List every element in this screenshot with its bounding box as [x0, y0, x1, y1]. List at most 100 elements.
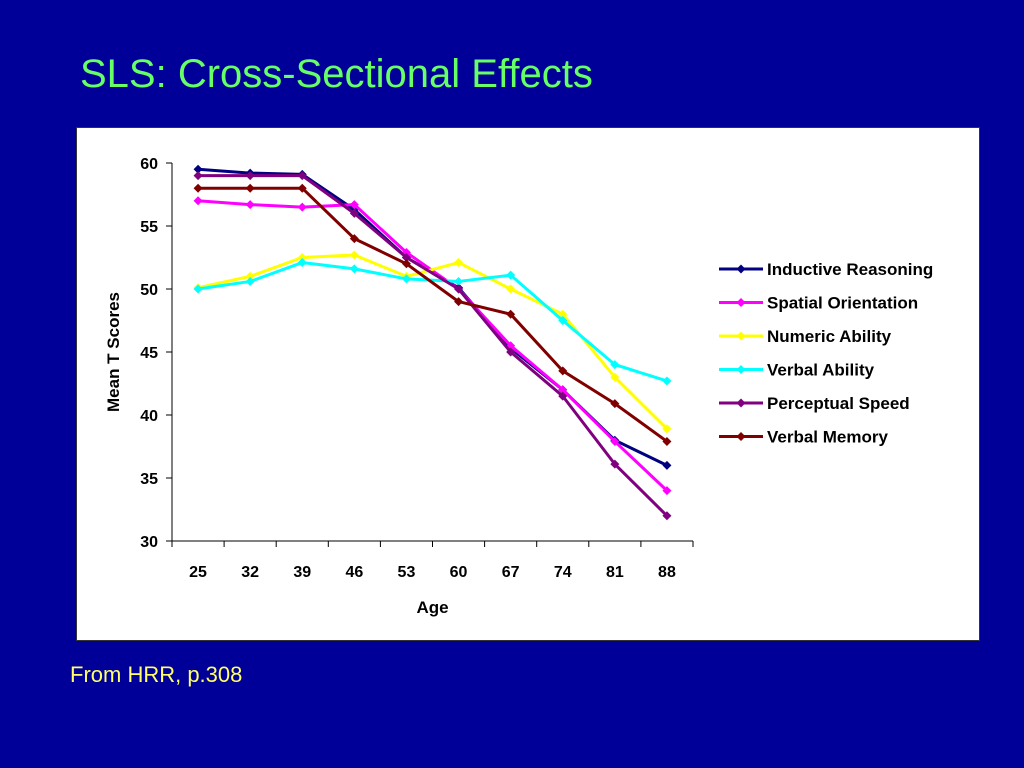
data-point [610, 436, 620, 446]
data-point [297, 258, 307, 268]
legend-marker [736, 432, 746, 441]
x-tick-label: 53 [398, 564, 416, 581]
x-tick-label: 25 [189, 564, 207, 581]
y-axis-label: Mean T Scores [104, 292, 123, 412]
legend-item: Verbal Memory [719, 428, 888, 447]
data-point [349, 250, 359, 260]
data-point [297, 202, 307, 212]
data-point [245, 183, 255, 193]
legend-label: Spatial Orientation [767, 294, 918, 313]
x-tick-label: 81 [606, 564, 624, 581]
data-point [610, 360, 620, 370]
legend-label: Perceptual Speed [767, 394, 910, 413]
y-tick-label: 55 [140, 219, 158, 236]
data-point [401, 259, 411, 269]
legend-label: Verbal Memory [767, 428, 888, 447]
x-tick-label: 74 [554, 564, 572, 581]
data-point [662, 376, 672, 386]
chart-panel: 30 35 40 45 50 55 60 25 32 39 46 53 60 67 74 81 88 Mean… [76, 127, 980, 641]
data-point [193, 171, 203, 181]
data-point [558, 309, 568, 319]
data-point [454, 258, 464, 268]
data-point [297, 183, 307, 193]
series-verbal-ability [193, 258, 672, 386]
series-line [198, 174, 669, 517]
data-point [506, 341, 516, 351]
legend-item: Verbal Ability [719, 361, 875, 380]
x-tick-label: 88 [658, 564, 676, 581]
series-line [197, 253, 669, 430]
legend-item: Perceptual Speed [719, 394, 910, 413]
chart-axes [171, 163, 693, 542]
series-spatial-orientation [193, 196, 672, 496]
data-point [454, 276, 464, 286]
series-inductive-reasoning [193, 164, 672, 470]
slide-title: SLS: Cross-Sectional Effects [80, 52, 593, 96]
data-point [193, 164, 203, 174]
series-numeric-ability [193, 250, 672, 434]
data-point [401, 253, 411, 262]
series-verbal-memory [193, 183, 672, 446]
data-point [506, 284, 516, 294]
legend-label: Inductive Reasoning [767, 260, 933, 279]
data-point [193, 284, 203, 294]
data-point [506, 270, 516, 280]
y-tick-label: 30 [140, 534, 158, 551]
data-point [662, 424, 672, 434]
legend-marker [736, 398, 746, 408]
data-point [349, 264, 359, 274]
data-point [662, 511, 672, 521]
data-point [558, 391, 568, 401]
data-point [401, 274, 411, 284]
data-point [558, 316, 568, 325]
series-line [197, 167, 668, 467]
series-perceptual-speed [193, 171, 672, 521]
data-point [245, 276, 255, 286]
data-point [245, 171, 255, 181]
legend-item: Inductive Reasoning [719, 260, 933, 279]
chart-legend: Inductive Reasoning Spatial Orientation Nu… [719, 260, 933, 447]
data-point [349, 200, 359, 210]
source-note: From HRR, p.308 [70, 662, 243, 687]
data-point [297, 171, 307, 181]
y-tick-label: 45 [140, 345, 158, 362]
data-point [297, 253, 307, 262]
legend-label: Numeric Ability [767, 327, 892, 346]
data-point [454, 284, 464, 294]
y-ticks: 30 35 40 45 50 55 60 [140, 156, 172, 551]
legend-item: Numeric Ability [719, 327, 892, 346]
data-point [610, 459, 620, 469]
data-point [506, 309, 516, 319]
legend-marker [736, 365, 746, 374]
data-point [506, 347, 516, 357]
data-point [454, 297, 464, 307]
data-point [349, 208, 359, 218]
data-point [558, 385, 568, 395]
data-point [610, 372, 620, 382]
data-point [245, 200, 255, 210]
x-ticks: 25 32 39 46 53 60 67 74 81 88 [171, 541, 694, 581]
x-axis-label: Age [416, 598, 448, 617]
data-point [558, 366, 568, 376]
data-point [193, 196, 203, 206]
data-point [193, 183, 203, 193]
series-line [197, 261, 668, 383]
legend-marker [736, 331, 746, 341]
data-point [349, 234, 359, 244]
series-line [198, 186, 668, 443]
x-tick-label: 32 [241, 564, 259, 581]
y-tick-label: 35 [140, 471, 158, 488]
line-chart: 30 35 40 45 50 55 60 25 32 39 46 53 60 67 74 81 88 Mean… [104, 156, 933, 617]
legend-item: Spatial Orientation [719, 294, 918, 313]
y-tick-label: 50 [140, 282, 158, 299]
x-tick-label: 46 [345, 564, 363, 581]
legend-marker [736, 264, 746, 274]
data-point [610, 399, 620, 409]
legend-label: Verbal Ability [767, 361, 875, 380]
y-tick-label: 60 [140, 156, 158, 173]
x-tick-label: 67 [502, 564, 520, 581]
legend-marker [736, 298, 746, 307]
x-tick-label: 60 [450, 564, 468, 581]
data-point [245, 271, 255, 281]
series-line [197, 199, 668, 492]
